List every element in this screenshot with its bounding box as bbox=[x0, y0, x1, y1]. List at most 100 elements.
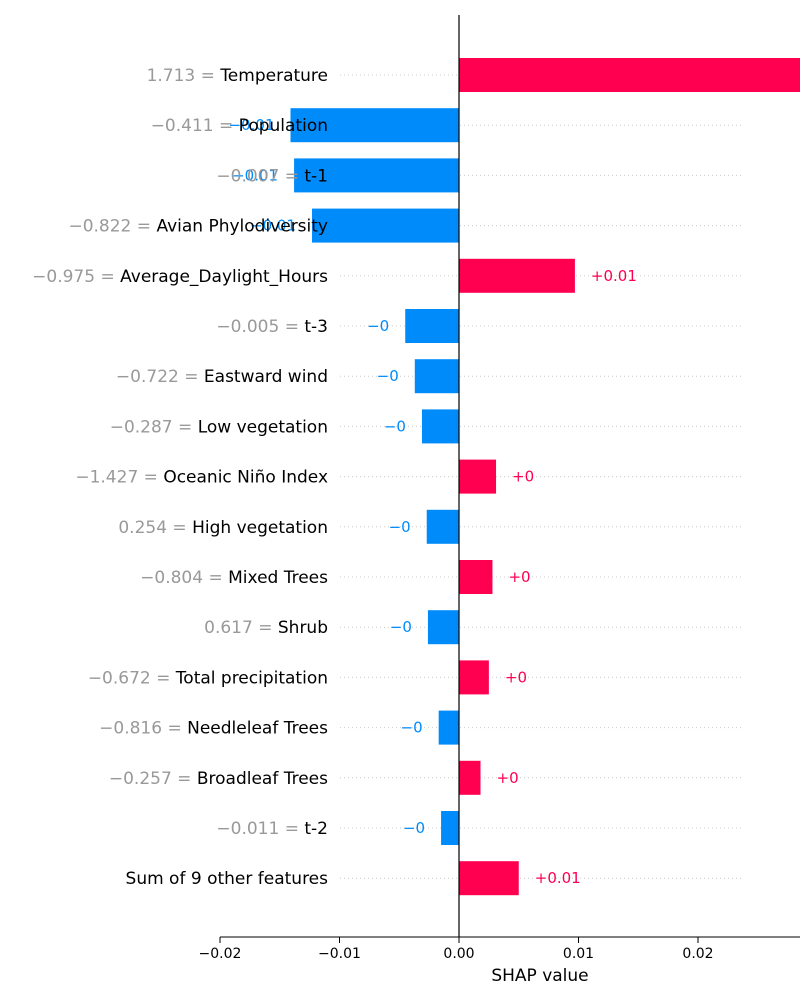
feature-value: −0.257 bbox=[109, 769, 172, 789]
data-label: −0.01 bbox=[229, 116, 275, 134]
feature-value: −0.007 bbox=[216, 166, 279, 186]
bar bbox=[421, 409, 459, 444]
data-labels-layer: +0.04−0.01−0.01−0.01+0.01−0−0−0+0−0+0−0+… bbox=[229, 116, 637, 887]
feature-name: Low vegetation bbox=[198, 417, 328, 437]
x-tick-label: −0.02 bbox=[199, 946, 242, 962]
feature-label: 1.713 = Temperature bbox=[147, 66, 328, 86]
data-label: −0.01 bbox=[232, 166, 278, 184]
feature-name: Avian Phylodiversity bbox=[156, 217, 328, 237]
equals-sign: = bbox=[279, 819, 304, 839]
feature-name: t-3 bbox=[304, 317, 328, 337]
feature-name: t-2 bbox=[304, 819, 328, 839]
feature-value: 0.254 bbox=[118, 518, 167, 538]
data-label: −0 bbox=[384, 417, 406, 435]
feature-name: High vegetation bbox=[192, 518, 328, 538]
data-label: +0 bbox=[505, 668, 527, 686]
equals-sign: = bbox=[95, 267, 120, 287]
bar bbox=[294, 158, 459, 193]
feature-label: 0.617 = Shrub bbox=[204, 618, 328, 638]
data-label: −0 bbox=[367, 317, 389, 335]
bar bbox=[441, 811, 459, 845]
feature-label: −0.975 = Average_Daylight_Hours bbox=[32, 267, 328, 287]
bar bbox=[312, 208, 459, 243]
feature-label: −0.822 = Avian Phylodiversity bbox=[68, 217, 328, 237]
feature-label: −0.722 = Eastward wind bbox=[116, 367, 328, 387]
bar bbox=[459, 459, 497, 494]
data-label: +0 bbox=[497, 769, 519, 787]
feature-value: −0.287 bbox=[110, 417, 173, 437]
feature-label: Sum of 9 other features bbox=[126, 869, 329, 889]
feature-value: 1.713 bbox=[147, 66, 196, 86]
data-label: −0.01 bbox=[250, 217, 296, 235]
equals-sign: = bbox=[214, 116, 239, 136]
bar bbox=[427, 610, 459, 645]
feature-name: Oceanic Niño Index bbox=[163, 468, 328, 488]
feature-value: −0.822 bbox=[68, 217, 131, 237]
feature-value: −0.722 bbox=[116, 367, 179, 387]
feature-value: −0.011 bbox=[216, 819, 279, 839]
data-label: +0.01 bbox=[535, 869, 581, 887]
data-label: −0 bbox=[403, 819, 425, 837]
bar bbox=[426, 509, 459, 544]
bar bbox=[459, 258, 575, 293]
feature-label: −0.816 = Needleleaf Trees bbox=[99, 719, 328, 739]
bar bbox=[459, 760, 481, 795]
bar bbox=[459, 560, 493, 594]
data-label: −0 bbox=[401, 719, 423, 737]
x-tick-label: 0.02 bbox=[682, 946, 713, 962]
bar bbox=[414, 359, 459, 394]
x-tick-label: 0.00 bbox=[443, 946, 474, 962]
data-label: +0 bbox=[508, 568, 530, 586]
feature-label: −0.672 = Total precipitation bbox=[88, 668, 328, 688]
equals-sign: = bbox=[131, 217, 156, 237]
x-tick-label: −0.01 bbox=[318, 946, 361, 962]
feature-name: Sum of 9 other features bbox=[126, 869, 329, 889]
feature-value: −0.975 bbox=[32, 267, 95, 287]
equals-sign: = bbox=[279, 317, 304, 337]
feature-value: −0.816 bbox=[99, 719, 162, 739]
feature-label: −0.804 = Mixed Trees bbox=[140, 568, 328, 588]
feature-label: −0.411 = Population bbox=[151, 116, 328, 136]
x-axis: −0.02−0.010.000.010.020.030.04 bbox=[199, 936, 800, 962]
feature-name: Total precipitation bbox=[175, 668, 328, 688]
feature-value: 0.617 bbox=[204, 618, 253, 638]
feature-value: −0.672 bbox=[88, 668, 151, 688]
feature-label: −0.007 = t-1 bbox=[216, 166, 328, 186]
data-label: +0 bbox=[512, 468, 534, 486]
feature-name: t-1 bbox=[304, 166, 328, 186]
bar bbox=[438, 710, 459, 745]
data-label: +0.01 bbox=[591, 267, 637, 285]
feature-name: Mixed Trees bbox=[228, 568, 328, 588]
equals-sign: = bbox=[167, 518, 192, 538]
feature-label: −0.257 = Broadleaf Trees bbox=[109, 769, 328, 789]
equals-sign: = bbox=[253, 618, 278, 638]
feature-name: Shrub bbox=[278, 618, 328, 638]
bar bbox=[405, 309, 459, 343]
feature-name: Broadleaf Trees bbox=[197, 769, 328, 789]
x-tick-label: 0.01 bbox=[563, 946, 594, 962]
bar bbox=[459, 660, 489, 695]
bars-layer bbox=[290, 58, 800, 896]
equals-sign: = bbox=[203, 568, 228, 588]
equals-sign: = bbox=[179, 367, 204, 387]
feature-label: −0.287 = Low vegetation bbox=[110, 417, 328, 437]
equals-sign: = bbox=[162, 719, 187, 739]
equals-sign: = bbox=[173, 417, 198, 437]
feature-value: −0.005 bbox=[216, 317, 279, 337]
x-axis-title: SHAP value bbox=[491, 966, 588, 986]
data-label: −0 bbox=[377, 367, 399, 385]
equals-sign: = bbox=[138, 468, 163, 488]
feature-label: −1.427 = Oceanic Niño Index bbox=[75, 468, 328, 488]
feature-name: Population bbox=[239, 116, 328, 136]
feature-label: −0.011 = t-2 bbox=[216, 819, 328, 839]
feature-name: Needleleaf Trees bbox=[187, 719, 328, 739]
row-gridlines bbox=[340, 74, 742, 879]
bar bbox=[459, 58, 800, 92]
bar bbox=[459, 861, 519, 896]
equals-sign: = bbox=[195, 66, 220, 86]
equals-sign: = bbox=[151, 668, 176, 688]
feature-value: −1.427 bbox=[75, 468, 138, 488]
feature-value: −0.804 bbox=[140, 568, 203, 588]
bar bbox=[290, 108, 459, 143]
